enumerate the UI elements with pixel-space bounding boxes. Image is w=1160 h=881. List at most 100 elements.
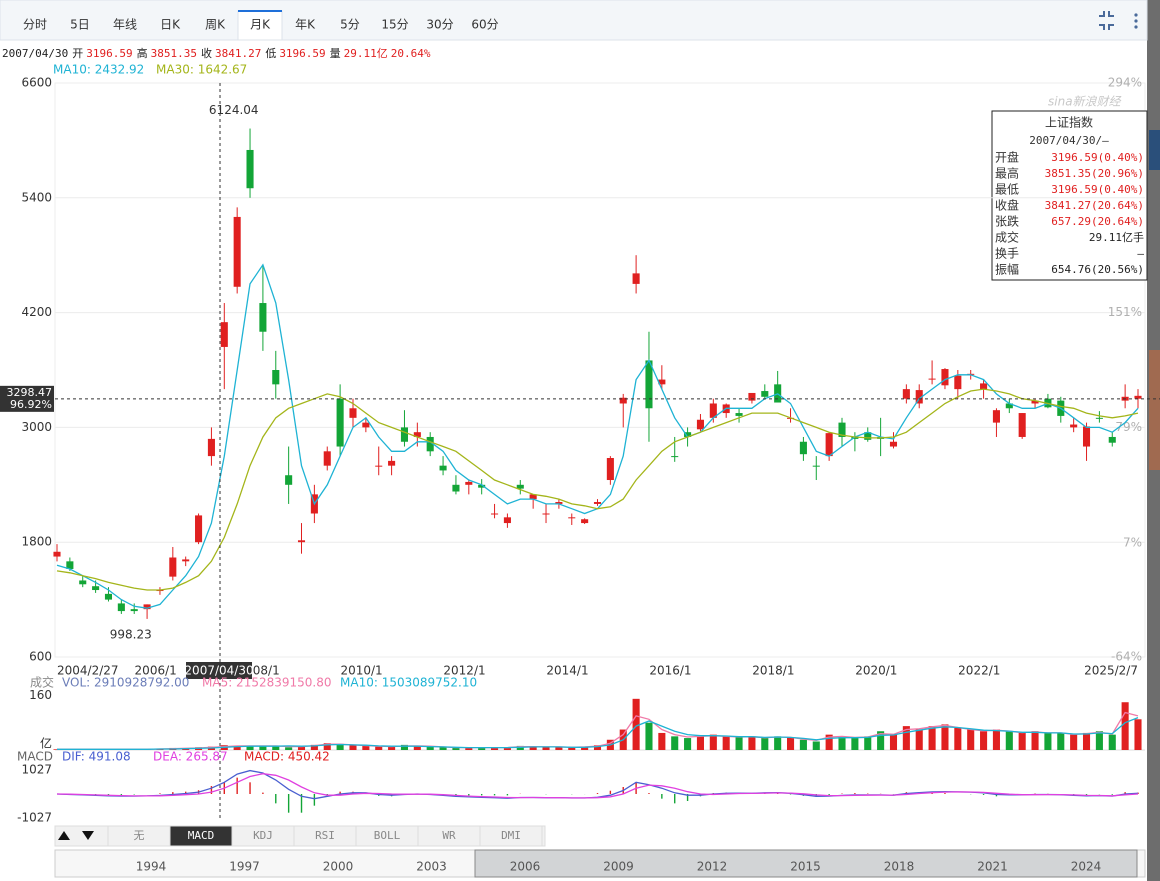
legend-entry: MACD: 450.42 — [244, 750, 330, 764]
volume-bar — [568, 747, 576, 750]
tab[interactable]: 月K — [250, 18, 271, 32]
navigator-label: 2003 — [416, 860, 447, 874]
candle-body — [439, 465, 447, 471]
candle-body — [812, 465, 820, 467]
candle-body — [233, 216, 241, 287]
candle-body — [182, 559, 190, 562]
navigator-window[interactable] — [474, 849, 1138, 878]
volume-bar — [1108, 734, 1116, 750]
info-line: 2007/04/30 开 3196.59 高 3851.35 收 3841.27 低 3196.… — [2, 46, 431, 60]
volume-bar — [259, 745, 267, 750]
y2-tick-label: 294% — [1108, 76, 1142, 90]
candle-body — [928, 378, 936, 380]
down-arrow[interactable] — [82, 831, 94, 840]
volume-bar — [1031, 731, 1039, 750]
annotation: 6124.04 — [209, 103, 259, 117]
indicator-tab-label[interactable]: BOLL — [374, 829, 401, 842]
candle-body — [542, 513, 550, 515]
volume-bar — [272, 746, 280, 750]
tab[interactable]: 30分 — [426, 18, 453, 32]
volume-bar — [478, 747, 486, 750]
candle-body — [606, 458, 614, 481]
candle-body — [66, 561, 74, 569]
candle-body — [53, 551, 61, 557]
tooltip-value: 3196.59(0.40%) — [1051, 183, 1144, 196]
indicator-tab-label[interactable]: RSI — [315, 829, 335, 842]
volume-bar — [851, 738, 859, 750]
candle-body — [992, 410, 1000, 423]
line — [57, 716, 1139, 750]
indicator-tab[interactable] — [479, 825, 543, 847]
tab[interactable]: 5分 — [340, 18, 360, 32]
volume-bar — [516, 745, 524, 750]
candle-body — [349, 408, 357, 418]
x-tick-label: 2018/1 — [752, 664, 794, 678]
tab[interactable]: 分时 — [23, 18, 47, 32]
tooltip-value: — — [1137, 247, 1144, 260]
volume-bar — [812, 741, 820, 750]
fullscreen-icon[interactable] — [1099, 11, 1114, 30]
x-tick-label: 2004/2/27 — [57, 664, 119, 678]
info-label: 低 — [265, 47, 276, 60]
volume-bar — [722, 736, 730, 750]
volume-bar — [1134, 719, 1142, 750]
info-value: 3196.59 — [86, 47, 132, 60]
indicator-tab-label[interactable]: 无 — [134, 829, 145, 842]
volume-bar — [1095, 731, 1103, 750]
candle-body — [1095, 417, 1103, 419]
tooltip-label: 振幅 — [995, 262, 1019, 277]
volume-bar — [375, 746, 383, 750]
panel-title: MACD — [17, 750, 53, 764]
y-tick-label: 1027 — [21, 763, 52, 777]
x-tick-label: 2012/1 — [443, 664, 485, 678]
candle-body — [658, 379, 666, 385]
indicator-tab-label[interactable]: DMI — [501, 829, 521, 842]
candle-body — [568, 517, 576, 519]
y-tick-label: 4200 — [21, 305, 52, 319]
x-tick-label: 2020/1 — [855, 664, 897, 678]
candle-body — [915, 390, 923, 404]
candle-body — [285, 475, 293, 485]
candle-body — [465, 481, 473, 485]
candle-body — [1070, 424, 1078, 428]
tab[interactable]: 年线 — [113, 18, 137, 32]
tab[interactable]: 15分 — [381, 18, 408, 32]
legend-entry: MA10: 2432.92 — [53, 63, 144, 77]
indicator-tab-label[interactable]: MACD — [188, 829, 215, 842]
tab-bar — [0, 0, 1148, 41]
candle-body — [941, 369, 949, 386]
volume-bar — [941, 724, 949, 750]
tooltip-box — [991, 110, 1148, 281]
candle-body — [297, 540, 306, 543]
candle-body — [902, 389, 910, 399]
volume-bar — [491, 747, 499, 750]
candle-body — [684, 432, 692, 437]
volume-bar — [323, 743, 331, 750]
line — [56, 388, 1139, 591]
candle-body — [79, 580, 87, 585]
volume-bar — [864, 736, 872, 750]
volume-bar — [825, 734, 833, 750]
candle-body — [799, 441, 807, 455]
volume-bar — [1044, 732, 1052, 750]
tooltip-value: 3196.59(0.40%) — [1051, 151, 1144, 164]
tab[interactable]: 日K — [160, 18, 181, 32]
candle-body — [954, 375, 962, 390]
y2-tick-label: 79% — [1115, 420, 1142, 434]
tooltip-label: 收盘 — [995, 198, 1019, 213]
volume-bar — [503, 747, 511, 750]
volume-bar — [928, 726, 936, 750]
menu-icon[interactable] — [1134, 13, 1138, 29]
tab[interactable]: 60分 — [471, 18, 498, 32]
indicator-tab-label[interactable]: WR — [442, 829, 456, 842]
indicator-tab-label[interactable]: KDJ — [253, 829, 273, 842]
tab[interactable]: 年K — [295, 18, 316, 32]
up-arrow[interactable] — [58, 831, 70, 840]
tab[interactable]: 5日 — [70, 18, 90, 32]
panel-title: 成交 — [30, 675, 54, 690]
candle-body — [104, 593, 113, 600]
volume-bar — [1057, 732, 1065, 750]
tab[interactable]: 周K — [205, 18, 226, 32]
volume-bar — [452, 747, 460, 750]
